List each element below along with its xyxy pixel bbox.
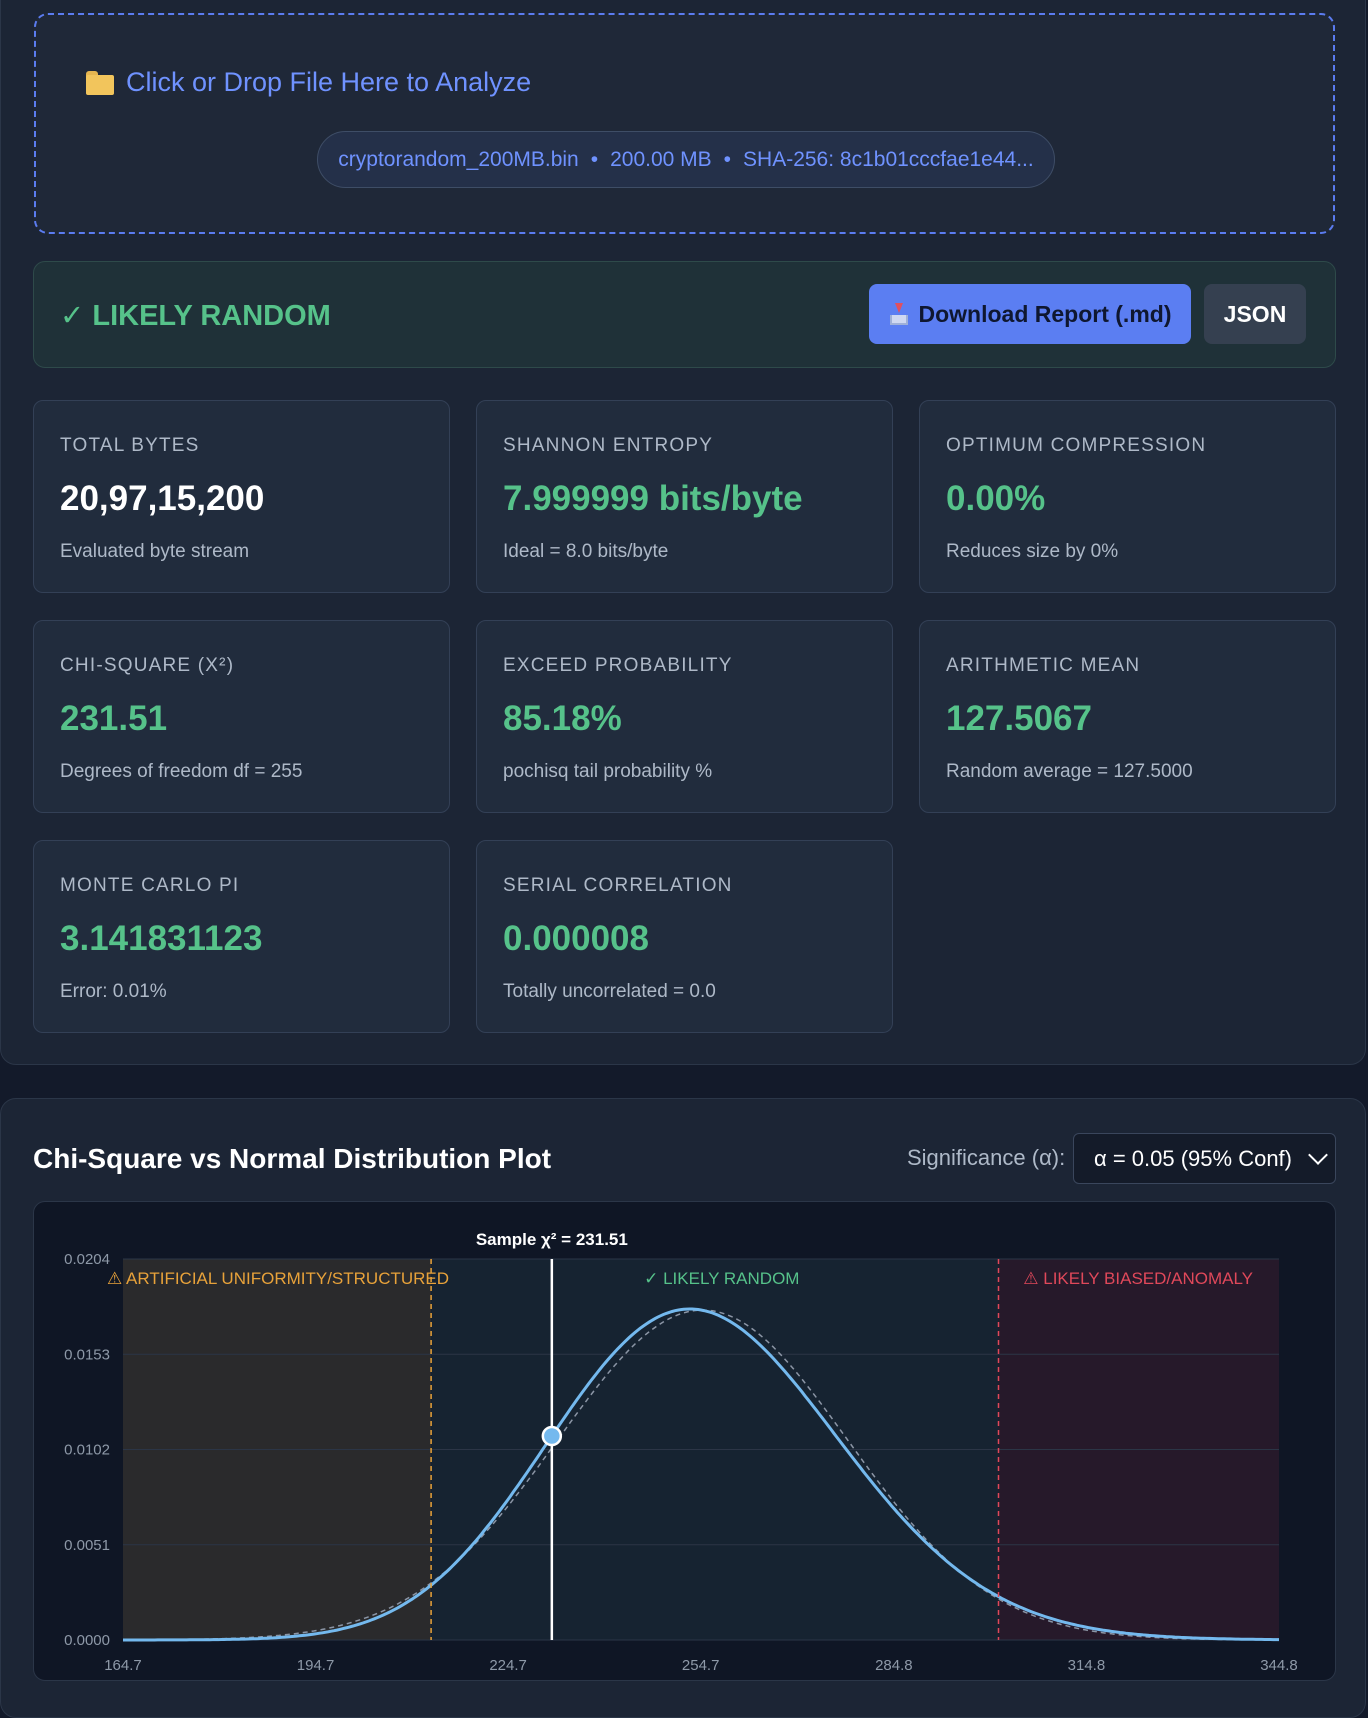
file-size: 200.00 MB: [610, 147, 712, 171]
card-value: 231.51: [60, 699, 168, 738]
dropzone-title[interactable]: Click or Drop File Here to Analyze: [86, 67, 531, 98]
card-shannon-entropy: SHANNON ENTROPY 7.999999 bits/byte Ideal…: [476, 400, 893, 593]
significance-value: α = 0.05 (95% Conf): [1094, 1145, 1292, 1171]
card-label: EXCEED PROBABILITY: [503, 655, 733, 676]
x-tick-label: 344.8: [1260, 1657, 1298, 1674]
card-value: 7.999999 bits/byte: [503, 479, 803, 518]
download-icon: [889, 303, 909, 325]
y-tick-label: 0.0102: [64, 1442, 110, 1459]
y-tick-label: 0.0000: [64, 1632, 110, 1649]
region-label-random: ✓ LIKELY RANDOM: [644, 1269, 799, 1288]
card-serial-correlation: SERIAL CORRELATION 0.000008 Totally unco…: [476, 840, 893, 1033]
card-label: CHI-SQUARE (X²): [60, 655, 235, 676]
card-monte-carlo-pi: MONTE CARLO PI 3.141831123 Error: 0.01%: [33, 840, 450, 1033]
card-sub: Totally uncorrelated = 0.0: [503, 981, 716, 1002]
card-label: SERIAL CORRELATION: [503, 875, 733, 896]
card-value: 0.00%: [946, 479, 1046, 518]
file-dropzone[interactable]: Click or Drop File Here to Analyze crypt…: [34, 13, 1335, 234]
json-button[interactable]: JSON: [1204, 284, 1306, 344]
y-tick-label: 0.0204: [64, 1251, 110, 1268]
chart-area: 0.0000 0.0051 0.0102 0.0153 0.0204 164.7 194.7…: [33, 1201, 1336, 1681]
card-chi-square: CHI-SQUARE (X²) 231.51 Degrees of freedo…: [33, 620, 450, 813]
card-value: 0.000008: [503, 919, 649, 958]
region-label-structured: ⚠ ARTIFICIAL UNIFORMITY/STRUCTURED: [107, 1269, 449, 1288]
card-label: OPTIMUM COMPRESSION: [946, 435, 1207, 456]
card-value: 85.18%: [503, 699, 622, 738]
verdict-text: ✓ LIKELY RANDOM: [60, 300, 331, 332]
x-tick-label: 224.7: [489, 1657, 527, 1674]
json-label: JSON: [1223, 300, 1287, 327]
chart-title: Chi-Square vs Normal Distribution Plot: [33, 1143, 552, 1174]
file-name: cryptorandom_200MB.bin: [338, 147, 579, 171]
card-value: 20,97,15,200: [60, 479, 265, 518]
folder-icon: [86, 70, 114, 95]
card-sub: pochisq tail probability %: [503, 761, 713, 782]
file-info-pill: cryptorandom_200MB.bin • 200.00 MB • SHA…: [317, 131, 1055, 188]
card-label: SHANNON ENTROPY: [503, 435, 714, 456]
region-label-biased: ⚠ LIKELY BIASED/ANOMALY: [1023, 1269, 1253, 1288]
sample-label: Sample χ² = 231.51: [476, 1230, 628, 1249]
card-sub: Reduces size by 0%: [946, 541, 1119, 562]
download-report-button[interactable]: Download Report (.md): [869, 284, 1191, 344]
download-report-label: Download Report (.md): [918, 300, 1172, 327]
chevron-down-icon: [1308, 1145, 1328, 1165]
card-sub: Ideal = 8.0 bits/byte: [503, 541, 669, 562]
significance-label: Significance (α):: [907, 1145, 1066, 1170]
x-tick-label: 314.8: [1068, 1657, 1106, 1674]
chi-square-chart: 0.0000 0.0051 0.0102 0.0153 0.0204 164.7 194.7…: [64, 1230, 1298, 1674]
card-sub: Evaluated byte stream: [60, 541, 250, 562]
card-label: MONTE CARLO PI: [60, 875, 240, 896]
x-tick-label: 284.8: [875, 1657, 913, 1674]
dropzone-title-text: Click or Drop File Here to Analyze: [126, 67, 532, 97]
card-label: TOTAL BYTES: [60, 435, 200, 456]
significance-select[interactable]: α = 0.05 (95% Conf): [1073, 1133, 1336, 1184]
normal-curve: [123, 1309, 1279, 1641]
y-tick-label: 0.0051: [64, 1537, 110, 1554]
x-tick-label: 254.7: [682, 1657, 720, 1674]
separator-dot: •: [590, 147, 599, 171]
card-value: 3.141831123: [60, 919, 263, 958]
sample-point: [541, 1425, 563, 1447]
card-value: 127.5067: [946, 699, 1092, 738]
card-total-bytes: TOTAL BYTES 20,97,15,200 Evaluated byte …: [33, 400, 450, 593]
x-tick-label: 164.7: [104, 1657, 142, 1674]
file-hash: SHA-256: 8c1b01cccfae1e44...: [743, 147, 1034, 171]
card-sub: Error: 0.01%: [60, 981, 167, 1002]
card-exceed-probability: EXCEED PROBABILITY 85.18% pochisq tail p…: [476, 620, 893, 813]
card-sub: Degrees of freedom df = 255: [60, 761, 303, 782]
x-tick-label: 194.7: [297, 1657, 335, 1674]
chi-square-curve: [123, 1307, 1279, 1642]
card-sub: Random average = 127.5000: [946, 761, 1193, 782]
separator-dot: •: [723, 147, 732, 171]
card-optimum-compression: OPTIMUM COMPRESSION 0.00% Reduces size b…: [919, 400, 1336, 593]
card-arithmetic-mean: ARITHMETIC MEAN 127.5067 Random average …: [919, 620, 1336, 813]
card-label: ARITHMETIC MEAN: [946, 655, 1141, 676]
verdict-bar: ✓ LIKELY RANDOM Download Report (.md) JS…: [33, 261, 1336, 368]
y-tick-label: 0.0153: [64, 1346, 110, 1363]
